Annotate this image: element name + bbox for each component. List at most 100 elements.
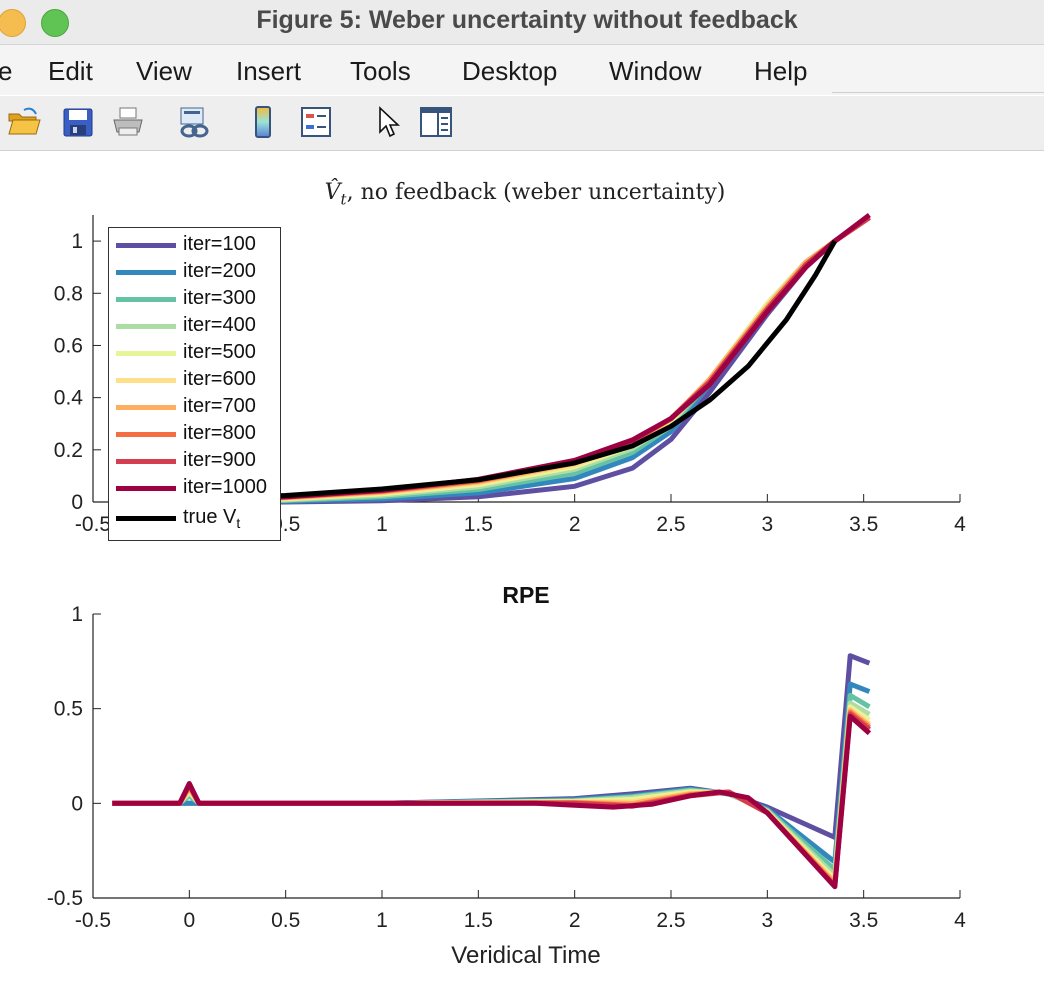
legend-label: iter=100 bbox=[183, 233, 256, 255]
menu-file[interactable]: e bbox=[0, 56, 13, 86]
series-line-iter1000 bbox=[112, 713, 872, 890]
legend-swatch bbox=[116, 297, 176, 302]
menu-insert[interactable]: Insert bbox=[236, 56, 302, 86]
x-tick-label: 3.5 bbox=[849, 909, 878, 932]
legend-label: iter=900 bbox=[183, 449, 256, 471]
x-tick-label: 2 bbox=[569, 909, 581, 932]
legend-label: true Vt bbox=[183, 504, 240, 537]
menu-tools[interactable]: Tools bbox=[350, 56, 411, 86]
x-tick-label: 3 bbox=[761, 513, 773, 536]
legend-label: iter=500 bbox=[183, 341, 256, 363]
colorbar-icon[interactable] bbox=[246, 104, 282, 140]
y-tick-label: 0 bbox=[71, 491, 83, 514]
menu-view[interactable]: View bbox=[136, 56, 192, 86]
menu-bar bbox=[0, 45, 1044, 95]
link-icon[interactable] bbox=[176, 104, 212, 140]
y-tick-label: 0.2 bbox=[54, 439, 83, 462]
x-axis-label: Veridical Time bbox=[451, 942, 601, 969]
window-titlebar: Figure 5: Weber uncertainty without feed… bbox=[0, 0, 1044, 45]
legend-entry-iter300: iter=300 bbox=[109, 285, 280, 312]
legend-label: iter=300 bbox=[183, 287, 256, 309]
x-tick-label: 4 bbox=[954, 909, 966, 932]
legend-entry-iter800: iter=800 bbox=[109, 420, 280, 447]
x-tick-label: 4 bbox=[954, 513, 966, 536]
menu-help[interactable]: Help bbox=[754, 56, 808, 86]
series-line-iter100 bbox=[112, 653, 871, 840]
x-tick-label: 1.5 bbox=[464, 513, 493, 536]
pointer-icon[interactable] bbox=[370, 104, 406, 140]
legend-label: iter=1000 bbox=[183, 476, 267, 498]
x-tick-label: 0 bbox=[183, 909, 195, 932]
series-line-iter300 bbox=[112, 692, 871, 873]
top-title-sub: t bbox=[340, 190, 347, 209]
top-title-main: V̂ bbox=[324, 180, 341, 205]
legend-swatch bbox=[116, 486, 176, 491]
y-tick-label: 0.4 bbox=[54, 387, 84, 410]
y-tick-label: 1 bbox=[71, 603, 83, 626]
bottom-axes-title: RPE bbox=[502, 582, 550, 608]
x-tick-label: 1 bbox=[376, 909, 388, 932]
series-line-iter400 bbox=[112, 700, 871, 878]
x-tick-label: -0.5 bbox=[75, 909, 111, 932]
legend-entry-iter500: iter=500 bbox=[109, 339, 280, 366]
x-tick-label: 2.5 bbox=[656, 513, 685, 536]
x-tick-label: 3.5 bbox=[849, 513, 878, 536]
menu-desktop[interactable]: Desktop bbox=[462, 56, 558, 86]
legend-true-main: true V bbox=[183, 506, 237, 528]
menu-edit[interactable]: Edit bbox=[48, 56, 93, 86]
print-icon[interactable] bbox=[110, 104, 146, 140]
legend-icon[interactable] bbox=[298, 104, 334, 140]
y-tick-label: 0 bbox=[71, 792, 83, 815]
legend-entry-iter1000: iter=1000 bbox=[109, 474, 280, 501]
toolbar bbox=[0, 96, 1044, 151]
legend-swatch bbox=[116, 378, 176, 383]
legend-entry-true: true Vt bbox=[109, 504, 280, 531]
zoom-button[interactable] bbox=[41, 9, 69, 37]
legend-entry-iter200: iter=200 bbox=[109, 258, 280, 285]
x-tick-label: 2.5 bbox=[656, 909, 685, 932]
legend-swatch bbox=[116, 516, 176, 521]
legend-swatch bbox=[116, 459, 176, 464]
x-tick-label: 3 bbox=[761, 909, 773, 932]
window-title: Figure 5: Weber uncertainty without feed… bbox=[256, 6, 798, 34]
legend-swatch bbox=[116, 432, 176, 437]
bottom-axes: -0.5 0 0.5 1 1.5 2 2.5 3 3.5 4 -0.5 0 0.5 1 bbox=[47, 603, 966, 932]
legend-label: iter=700 bbox=[183, 395, 256, 417]
y-tick-label: 1 bbox=[71, 230, 83, 253]
top-title-rest: , no feedback (weber uncertainty) bbox=[346, 180, 726, 205]
x-tick-label: 1.5 bbox=[464, 909, 493, 932]
legend[interactable]: iter=100 iter=200 iter=300 iter=400 iter… bbox=[108, 227, 281, 541]
legend-entry-iter600: iter=600 bbox=[109, 366, 280, 393]
legend-swatch bbox=[116, 243, 176, 248]
y-tick-label: 0.6 bbox=[54, 334, 83, 357]
series-line-iter700 bbox=[112, 708, 871, 886]
legend-true-sub: t bbox=[236, 515, 241, 531]
legend-label: iter=800 bbox=[183, 422, 256, 444]
x-tick-label: 2 bbox=[569, 513, 581, 536]
x-tick-label: -0.5 bbox=[75, 513, 111, 536]
save-disk-icon[interactable] bbox=[60, 104, 96, 140]
legend-entry-iter100: iter=100 bbox=[109, 231, 280, 258]
open-folder-icon[interactable] bbox=[6, 104, 42, 140]
y-tick-label: 0.8 bbox=[54, 282, 83, 305]
legend-entry-iter400: iter=400 bbox=[109, 312, 280, 339]
legend-entry-iter700: iter=700 bbox=[109, 393, 280, 420]
x-tick-label: 1 bbox=[376, 513, 388, 536]
legend-entry-iter900: iter=900 bbox=[109, 447, 280, 474]
legend-label: iter=600 bbox=[183, 368, 256, 390]
menu-bar-divider bbox=[832, 92, 1044, 93]
series-line-iter200 bbox=[112, 681, 871, 865]
minimize-button[interactable] bbox=[0, 9, 26, 37]
y-tick-label: 0.5 bbox=[54, 698, 83, 721]
property-editor-icon[interactable] bbox=[418, 104, 454, 140]
menu-window[interactable]: Window bbox=[609, 56, 702, 86]
legend-label: iter=400 bbox=[183, 314, 256, 336]
top-axes-title: V̂t, no feedback (weber uncertainty) bbox=[300, 180, 750, 208]
y-tick-label: -0.5 bbox=[47, 887, 83, 910]
legend-label: iter=200 bbox=[183, 260, 256, 282]
x-tick-label: 0.5 bbox=[271, 909, 300, 932]
series-line-true bbox=[112, 239, 837, 505]
series-line-iter500 bbox=[112, 704, 871, 882]
